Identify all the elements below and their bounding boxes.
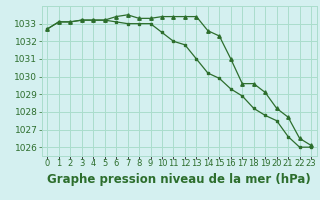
X-axis label: Graphe pression niveau de la mer (hPa): Graphe pression niveau de la mer (hPa) bbox=[47, 173, 311, 186]
